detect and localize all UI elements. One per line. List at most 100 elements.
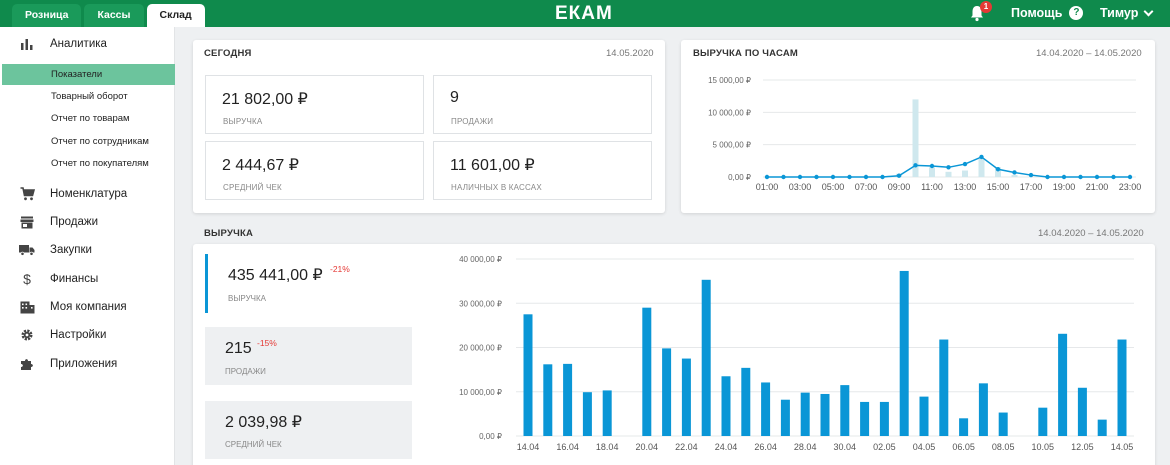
sidebar-subitem-label: Отчет по покупателям [51, 158, 149, 169]
revenue-bar [563, 363, 573, 436]
data-point [1061, 174, 1067, 180]
sidebar-subitem-customers-report[interactable]: Отчет по покупателям [2, 153, 175, 174]
sidebar-subitem-label: Показатели [51, 69, 103, 80]
revenue-bar [1058, 333, 1068, 436]
revenue-bar [919, 396, 929, 436]
tab-warehouse[interactable]: Склад [146, 4, 205, 27]
bar-chart-icon [19, 36, 35, 52]
sidebar-item-purchases[interactable]: Закупки [0, 240, 175, 260]
notification-badge: 1 [980, 1, 992, 13]
revenue-total-label: ВЫРУЧКА [228, 294, 266, 303]
hour-bar [962, 170, 968, 177]
dollar-icon: $ [23, 271, 31, 287]
y-tick-label: 5 000,00 ₽ [713, 141, 751, 150]
x-tick-label: 18.04 [596, 442, 619, 452]
revenue-total-value: 435 441,00 ₽ [228, 267, 323, 284]
sidebar-item-label: Закупки [50, 244, 92, 256]
stat-revenue: 21 802,00 ₽ ВЫРУЧКА [205, 75, 424, 134]
x-tick-label: 22.04 [675, 442, 698, 452]
logo[interactable]: ЕКАМ [555, 3, 613, 24]
sidebar-item-analytics[interactable]: Аналитика [0, 34, 175, 54]
hour-bar [1011, 175, 1018, 177]
revenue-average-label: СРЕДНИЙ ЧЕК [225, 440, 282, 449]
x-tick-label: 12.05 [1071, 442, 1094, 452]
stat-cash-in-registers: 11 601,00 ₽ НАЛИЧНЫХ В КАССАХ [433, 141, 652, 200]
revenue-total-block[interactable]: 435 441,00 ₽ -21% ВЫРУЧКА [205, 254, 412, 313]
help-button[interactable]: Помощь ? [1011, 6, 1084, 20]
revenue-bar [959, 418, 969, 436]
sidebar-item-settings[interactable]: Настройки [0, 325, 175, 345]
x-tick-label: 08.05 [992, 442, 1015, 452]
cart-icon [19, 186, 35, 202]
sidebar-subitem-products-report[interactable]: Отчет по товарам [2, 108, 175, 129]
x-tick-label: 13:00 [954, 182, 977, 192]
tab-cash-registers[interactable]: Кассы [84, 4, 144, 27]
sidebar-item-label: Настройки [50, 329, 107, 341]
x-tick-label: 11:00 [921, 182, 943, 192]
revenue-bar [642, 307, 652, 436]
revenue-sales-block[interactable]: 215 -15% ПРОДАЖИ [205, 327, 412, 385]
data-point [1012, 170, 1017, 175]
y-tick-label: 0,00 ₽ [479, 432, 502, 441]
data-point [880, 174, 885, 180]
sidebar-subitem-turnover[interactable]: Товарный оборот [2, 86, 175, 107]
y-tick-label: 10 000,00 ₽ [708, 108, 751, 117]
data-point [1078, 174, 1083, 180]
revenue-bar [681, 358, 691, 436]
sidebar-item-finance[interactable]: $ Финансы [0, 269, 175, 289]
sidebar-item-sales[interactable]: Продажи [0, 212, 175, 232]
sidebar-subitem-employees-report[interactable]: Отчет по сотрудникам [2, 131, 175, 152]
x-tick-label: 26.04 [754, 442, 777, 452]
hour-bar [912, 99, 919, 177]
sidebar: Аналитика Показатели Товарный оборот Отч… [0, 27, 175, 465]
x-tick-label: 04.05 [913, 442, 936, 452]
data-point [764, 174, 770, 180]
data-point [929, 163, 935, 169]
revenue-bar [761, 382, 771, 436]
puzzle-icon [19, 356, 35, 372]
sidebar-subitem-label: Товарный оборот [51, 91, 128, 102]
sidebar-subitem-indicators[interactable]: Показатели [2, 64, 175, 85]
revenue-bar [800, 392, 810, 436]
help-icon: ? [1069, 6, 1084, 20]
stat-value: 2 444,67 ₽ [222, 157, 299, 174]
revenue-average-check-block[interactable]: 2 039,98 ₽ СРЕДНИЙ ЧЕК [205, 401, 412, 459]
revenue-bar [899, 270, 909, 436]
hourly-revenue-chart: 0,00 ₽ 5 000,00 ₽ 10 000,00 ₽ 15 000,00 ₽ 01… [708, 76, 1141, 192]
tab-retail[interactable]: Розница [12, 4, 82, 27]
x-tick-label: 14.04 [517, 442, 540, 452]
revenue-bar [998, 412, 1008, 436]
revenue-title: ВЫРУЧКА [204, 228, 254, 239]
hour-bar [978, 158, 985, 177]
x-tick-label: 10.05 [1032, 442, 1055, 452]
x-tick-label: 02.05 [873, 442, 896, 452]
sidebar-item-my-company[interactable]: Моя компания [0, 297, 175, 317]
revenue-bar [1117, 339, 1127, 436]
sidebar-item-label: Приложения [50, 358, 118, 370]
stat-value: 21 802,00 ₽ [222, 91, 308, 108]
revenue-bar [662, 348, 672, 436]
data-point [946, 165, 951, 170]
revenue-bar [1038, 407, 1048, 436]
x-tick-label: 03:00 [789, 182, 812, 192]
user-menu[interactable]: Тимур [1100, 6, 1154, 20]
stat-label: НАЛИЧНЫХ В КАССАХ [451, 183, 542, 192]
x-tick-label: 30.04 [834, 442, 857, 452]
data-point [781, 174, 786, 180]
data-point [979, 154, 984, 160]
revenue-bar [820, 393, 830, 436]
sidebar-item-nomenclature[interactable]: Номенклатура [0, 184, 175, 204]
revenue-sales-delta: -15% [257, 338, 277, 348]
stat-sales: 9 ПРОДАЖИ [433, 75, 652, 134]
revenue-bar [582, 392, 592, 436]
stat-label: СРЕДНИЙ ЧЕК [223, 183, 282, 192]
y-tick-label: 15 000,00 ₽ [708, 76, 751, 85]
data-point [995, 167, 1001, 172]
data-point [962, 161, 968, 167]
sidebar-item-apps[interactable]: Приложения [0, 354, 175, 374]
data-point [896, 173, 902, 178]
top-bar: Розница Кассы Склад ЕКАМ 1 Помощь ? Тиму… [0, 0, 1170, 27]
help-label: Помощь [1011, 6, 1063, 20]
revenue-total-delta: -21% [330, 264, 350, 274]
data-point [863, 174, 869, 180]
